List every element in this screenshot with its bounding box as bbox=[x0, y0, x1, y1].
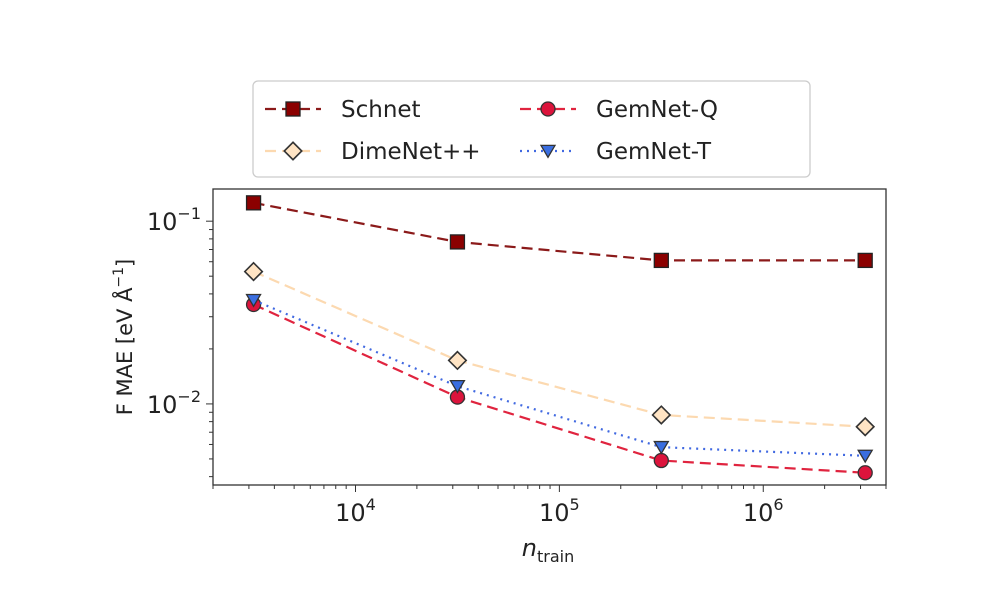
legend-item: GemNet-Q bbox=[520, 97, 718, 123]
x-axis-label: ntrain bbox=[522, 534, 574, 566]
y-axis-label: F MAE [eV Å−1] bbox=[111, 259, 137, 416]
data-point bbox=[245, 195, 262, 211]
legend-box bbox=[252, 80, 811, 178]
legend-item: Schnet bbox=[265, 97, 421, 123]
legend-label: GemNet-Q bbox=[596, 97, 718, 123]
data-point bbox=[653, 440, 670, 455]
data-point bbox=[243, 261, 264, 282]
data-point bbox=[653, 452, 669, 469]
legend-item: DimeNet++ bbox=[265, 139, 481, 165]
legend-item: GemNet-T bbox=[520, 139, 712, 165]
legend-marker bbox=[285, 101, 301, 117]
legend-label: DimeNet++ bbox=[341, 139, 481, 165]
data-point bbox=[449, 234, 466, 250]
x-tick-label: 104 bbox=[335, 495, 376, 527]
legend-label: Schnet bbox=[341, 97, 421, 123]
data-point bbox=[449, 379, 466, 394]
data-point bbox=[653, 252, 669, 269]
series-schnet bbox=[245, 195, 873, 269]
series-line bbox=[253, 201, 866, 262]
legend-marker bbox=[539, 144, 557, 159]
y-tick-label: 10−2 bbox=[147, 387, 201, 419]
series-dimenet- bbox=[243, 261, 876, 437]
data-point bbox=[857, 449, 874, 464]
y-tick-label: 10−1 bbox=[147, 204, 201, 236]
data-point bbox=[651, 405, 672, 425]
legend: Schnet DimeNet++ GemNet-Q GemNet-T bbox=[252, 80, 811, 178]
series-gemnet-t bbox=[245, 293, 874, 464]
data-point bbox=[245, 293, 262, 308]
data-point bbox=[855, 416, 876, 437]
legend-marker bbox=[540, 101, 556, 117]
legend-marker bbox=[283, 141, 303, 161]
series-line bbox=[253, 299, 866, 457]
data-point bbox=[857, 252, 873, 269]
x-tick-label: 105 bbox=[539, 495, 580, 527]
series-line bbox=[253, 303, 866, 474]
data-point bbox=[447, 350, 468, 371]
data-point bbox=[857, 465, 873, 481]
series-line bbox=[253, 270, 866, 428]
x-tick-label: 106 bbox=[743, 495, 784, 527]
plot-frame bbox=[212, 188, 887, 486]
legend-label: GemNet-T bbox=[596, 139, 712, 165]
